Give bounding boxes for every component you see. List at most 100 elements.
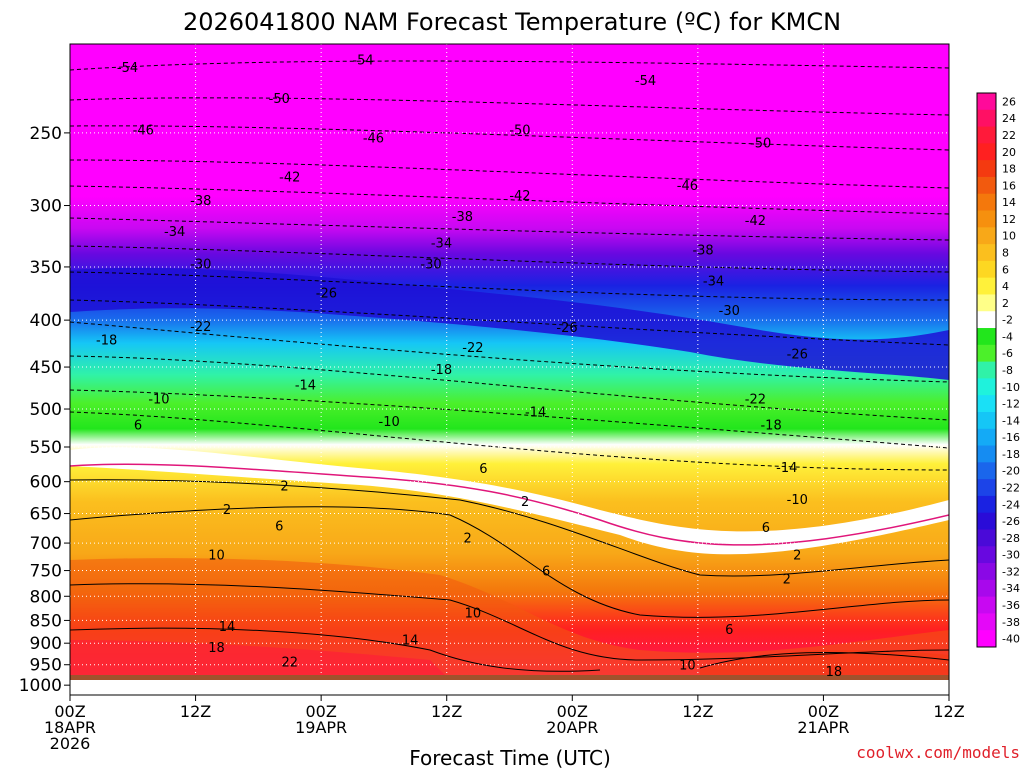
colorbar-frame <box>976 92 997 648</box>
credit-text: coolwx.com/models <box>856 743 1020 762</box>
colorbar-swatch-23 <box>977 479 996 497</box>
isotherm-label-34: -10 <box>379 415 400 430</box>
colorbar-swatch-6 <box>977 193 996 212</box>
isotherm-label-15: -34 <box>164 225 185 240</box>
colorbar-label-31: -38 <box>1002 616 1020 629</box>
colorbar-label-18: -12 <box>1002 398 1020 411</box>
colorbar-label-3: 20 <box>1002 146 1016 159</box>
colorbar-swatch-31 <box>977 613 996 631</box>
isotherm-label-1: -54 <box>352 54 373 69</box>
isotherm-label-36: 6 <box>134 419 142 434</box>
y-tick-label-900: 900 <box>30 634 62 654</box>
zero-degree-isotherm <box>70 463 949 546</box>
isotherm-label-30: -14 <box>295 378 316 393</box>
y-tick-label-950: 950 <box>30 656 62 676</box>
isotherm-label-16: -34 <box>431 236 452 251</box>
colorbar-swatch-2 <box>977 126 996 144</box>
plot-area <box>70 44 949 680</box>
colorbar-swatch-9 <box>977 244 996 262</box>
isotherm-label-8: -46 <box>677 179 698 194</box>
colorbar-swatch-10 <box>977 260 996 279</box>
y-tick-label-850: 850 <box>30 611 62 631</box>
colorbar-swatch-7 <box>977 210 996 228</box>
colorbar-swatch-16 <box>977 361 996 379</box>
isotherm-label-47: 10 <box>208 548 225 563</box>
colorbar-label-22: -20 <box>1002 465 1020 478</box>
y-tick-label-450: 450 <box>30 358 62 378</box>
colorbar-swatch-5 <box>977 176 996 195</box>
colorbar: 26 24 22 20 18 16 14 12 10 8 6 4 2 -2 -4 -6 -8 -10 -12 -14 -… <box>976 92 1020 648</box>
colorbar-label-21: -18 <box>1002 448 1020 461</box>
colorbar-label-25: -26 <box>1002 515 1020 528</box>
isotherm-label-54: 22 <box>281 655 298 670</box>
colorbar-swatch-22 <box>977 462 996 480</box>
colorbar-label-2: 22 <box>1002 129 1016 142</box>
isotherm-label-42: 2 <box>223 503 231 518</box>
isotherm-label-48: 10 <box>465 606 482 621</box>
colorbar-label-24: -24 <box>1002 498 1020 511</box>
colorbar-swatch-19 <box>977 411 996 430</box>
colorbar-label-13: -2 <box>1002 314 1013 327</box>
colorbar-label-30: -36 <box>1002 599 1020 612</box>
x-tick-label-0-1: 18APR <box>44 718 96 737</box>
x-tick-label-72-1: 21APR <box>797 718 849 737</box>
y-tick-label-300: 300 <box>30 197 62 217</box>
y-tick-label-700: 700 <box>30 534 62 554</box>
isotherm-label-5: -50 <box>750 136 771 151</box>
colorbar-swatch-11 <box>977 277 996 295</box>
isotherm-label-35: -10 <box>787 493 808 508</box>
isotherm-label-7: -46 <box>363 132 384 147</box>
isotherm-label-25: -22 <box>462 341 483 356</box>
x-tick-label-0-2: 2026 <box>50 734 91 753</box>
isotherm-label-17: -34 <box>703 274 724 289</box>
isotherm-label-12: -38 <box>190 194 211 209</box>
x-tick-label-48-1: 20APR <box>546 718 598 737</box>
freezing-level-band <box>70 447 949 555</box>
colorbar-label-32: -40 <box>1002 633 1020 646</box>
colorbar-label-23: -22 <box>1002 482 1020 495</box>
colorbar-label-19: -14 <box>1002 414 1020 427</box>
isotherm-label-13: -38 <box>452 210 473 225</box>
isotherm-label-51: 14 <box>402 634 419 649</box>
isotherm-label-55: 6 <box>725 623 733 638</box>
colorbar-label-26: -28 <box>1002 532 1020 545</box>
hot-surface-region-2 <box>700 650 949 680</box>
isotherm-label-layer: -54-54-54-50-50-50-46-46-46-42-42-42-38-… <box>96 54 843 680</box>
colorbar-swatch-18 <box>977 395 996 413</box>
isotherm-label-46: 6 <box>542 565 550 580</box>
colorbar-label-8: 10 <box>1002 230 1016 243</box>
pressure-grid <box>70 44 949 680</box>
isotherm-label-21: -26 <box>316 286 337 301</box>
x-axis-label: Forecast Time (UTC) <box>409 746 611 768</box>
y-tick-label-750: 750 <box>30 562 62 582</box>
isotherm-label-10: -42 <box>509 189 530 204</box>
x-tick-label-84-0: 12Z <box>933 702 964 721</box>
y-tick-label-600: 600 <box>30 473 62 493</box>
isotherm-lines <box>70 60 949 672</box>
colorbar-label-6: 14 <box>1002 196 1016 209</box>
isotherm-label-50: 14 <box>219 620 236 635</box>
colorbar-swatch-20 <box>977 428 996 447</box>
colorbar-swatch-32 <box>977 630 996 648</box>
isotherm-label-44: 2 <box>783 572 791 587</box>
isotherm-label-32: -14 <box>776 461 797 476</box>
y-tick-label-250: 250 <box>30 124 62 144</box>
colorbar-label-1: 24 <box>1002 112 1016 125</box>
x-tick-label-24-1: 19APR <box>295 718 347 737</box>
x-tick-label-72-0: 00Z <box>808 702 839 721</box>
isotherm-label-23: -26 <box>787 348 808 363</box>
y-tick-label-400: 400 <box>30 311 62 331</box>
isotherm-label-31: -14 <box>525 405 546 420</box>
isotherm-label-29: -18 <box>760 419 781 434</box>
isotherm-label-53: 18 <box>826 665 843 680</box>
isotherm-label-14: -38 <box>692 243 713 258</box>
isotherm-label-24: -22 <box>190 320 211 335</box>
colorbar-label-0: 26 <box>1002 95 1016 108</box>
colorbar-label-12: 2 <box>1002 297 1009 310</box>
isotherm-label-41: 2 <box>793 548 801 563</box>
colorbar-swatch-21 <box>977 445 996 463</box>
colorbar-label-14: -4 <box>1002 330 1013 343</box>
y-tick-label-550: 550 <box>30 438 62 458</box>
colorbar-swatch-30 <box>977 596 996 614</box>
